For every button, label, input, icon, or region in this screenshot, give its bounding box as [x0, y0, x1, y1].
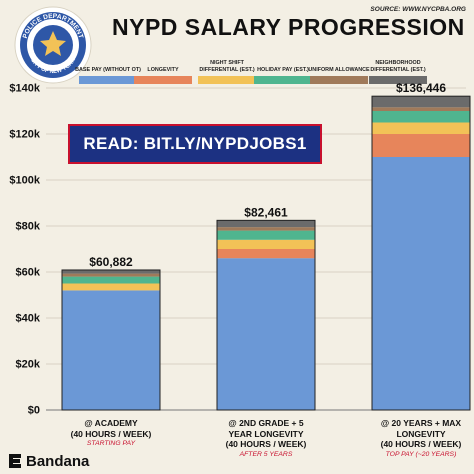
bar-segment-uniform [372, 107, 470, 111]
bar-segment-neighborhood [62, 269, 160, 274]
bar-segment-holiday [62, 276, 160, 284]
legend-item-base: BASE PAY (WITHOUT OT) [72, 50, 144, 84]
category-line: (40 HOURS / WEEK) [70, 428, 152, 439]
bandana-logo-icon [9, 454, 21, 468]
y-tick-label: $120k [9, 129, 40, 141]
bar-segment-uniform [217, 227, 315, 231]
x-category-label: @ 20 YEARS + MAX LONGEVITY (40 HOURS / WEE… [356, 418, 474, 460]
category-line: @ 20 YEARS + MAX [380, 418, 462, 428]
legend-swatch [310, 76, 368, 84]
legend-item-night: NIGHT SHIFT DIFFERENTIAL (EST.) [191, 50, 263, 84]
category-line: (40 HOURS / WEEK) [225, 439, 307, 449]
legend-label: NIGHT SHIFT DIFFERENTIAL (EST.) [199, 60, 255, 73]
bar-segment-neighborhood [372, 96, 470, 108]
x-category-label: @ ACADEMY (40 HOURS / WEEK) STARTING PAY [46, 418, 176, 450]
legend-label: LONGEVITY [147, 67, 179, 73]
category-line: LONGEVITY [396, 428, 446, 439]
y-tick-label: $80k [16, 221, 41, 233]
page-title: NYPD SALARY PROGRESSION [112, 14, 465, 40]
bar-outline [371, 95, 471, 411]
category-subtitle: STARTING PAY [86, 440, 136, 447]
read-more-banner[interactable]: READ: BIT.LY/NYPDJOBS1 [68, 124, 322, 164]
bar-segment-base [372, 157, 470, 410]
x-category-label: @ 2ND GRADE + 5 YEAR LONGEVITY (40 HOURS /… [201, 418, 331, 460]
bar-segment-uniform [62, 273, 160, 277]
category-line: @ ACADEMY [84, 418, 138, 428]
bar-segment-base [217, 258, 315, 410]
legend-item-uniform: UNIFORM ALLOWANCE [303, 50, 375, 84]
bar-segment-base [62, 290, 160, 410]
legend-swatch [198, 76, 256, 84]
legend-swatch [79, 76, 137, 84]
bar-segment-longevity [217, 249, 315, 259]
bar-outline [61, 269, 161, 411]
y-tick-label: $0 [28, 405, 40, 417]
legend-swatch [369, 76, 427, 84]
category-line: @ 2ND GRADE + 5 [228, 418, 304, 428]
bar-segment-night [217, 239, 315, 249]
legend-swatch [254, 76, 312, 84]
y-tick-label: $100k [9, 175, 40, 187]
legend-item-neighborhood: NEIGHBORHOOD DIFFERENTIAL (EST.) [362, 50, 434, 84]
legend-label: BASE PAY (WITHOUT OT) [75, 67, 141, 73]
legend-label: NEIGHBORHOOD DIFFERENTIAL (EST.) [370, 60, 426, 73]
police-badge-logo: POLICE DEPARTMENT CITY OF NEW YORK [14, 6, 92, 84]
bar-segment-holiday [217, 230, 315, 240]
bar-total-label: $136,446 [396, 81, 446, 95]
brand-mark: Bandana [8, 452, 89, 470]
y-tick-label: $140k [9, 83, 40, 95]
bar-segment-longevity [372, 134, 470, 157]
bar-segment-night [62, 283, 160, 291]
legend-item-longevity: LONGEVITY [127, 50, 199, 84]
bar-total-label: $82,461 [244, 205, 288, 219]
category-subtitle: TOP PAY (~20 YEARS) [385, 450, 457, 458]
bar-segment-neighborhood [217, 220, 315, 228]
bar-segment-holiday [372, 111, 470, 123]
category-subtitle: AFTER 5 YEARS [239, 450, 293, 458]
y-tick-label: $40k [16, 313, 41, 325]
bar-total-label: $60,882 [89, 255, 133, 269]
legend-label: HOLIDAY PAY (EST.) [257, 67, 309, 73]
category-line: YEAR LONGEVITY [228, 428, 304, 439]
legend-swatch [134, 76, 192, 84]
category-line: (40 HOURS / WEEK) [380, 439, 462, 449]
y-tick-label: $20k [16, 359, 41, 371]
legend-item-holiday: HOLIDAY PAY (EST.) [247, 50, 319, 84]
y-tick-label: $60k [16, 267, 41, 279]
banner-text: READ: BIT.LY/NYPDJOBS1 [83, 134, 307, 153]
legend-label: UNIFORM ALLOWANCE [308, 67, 370, 73]
chart-legend: BASE PAY (WITHOUT OT) LONGEVITY NIGHT SHIF… [0, 50, 474, 90]
bar-segment-night [372, 122, 470, 134]
source-note: SOURCE: WWW.NYCPBA.ORG [370, 6, 466, 13]
brand-name: Bandana [26, 452, 90, 470]
bar-outline [216, 219, 316, 411]
